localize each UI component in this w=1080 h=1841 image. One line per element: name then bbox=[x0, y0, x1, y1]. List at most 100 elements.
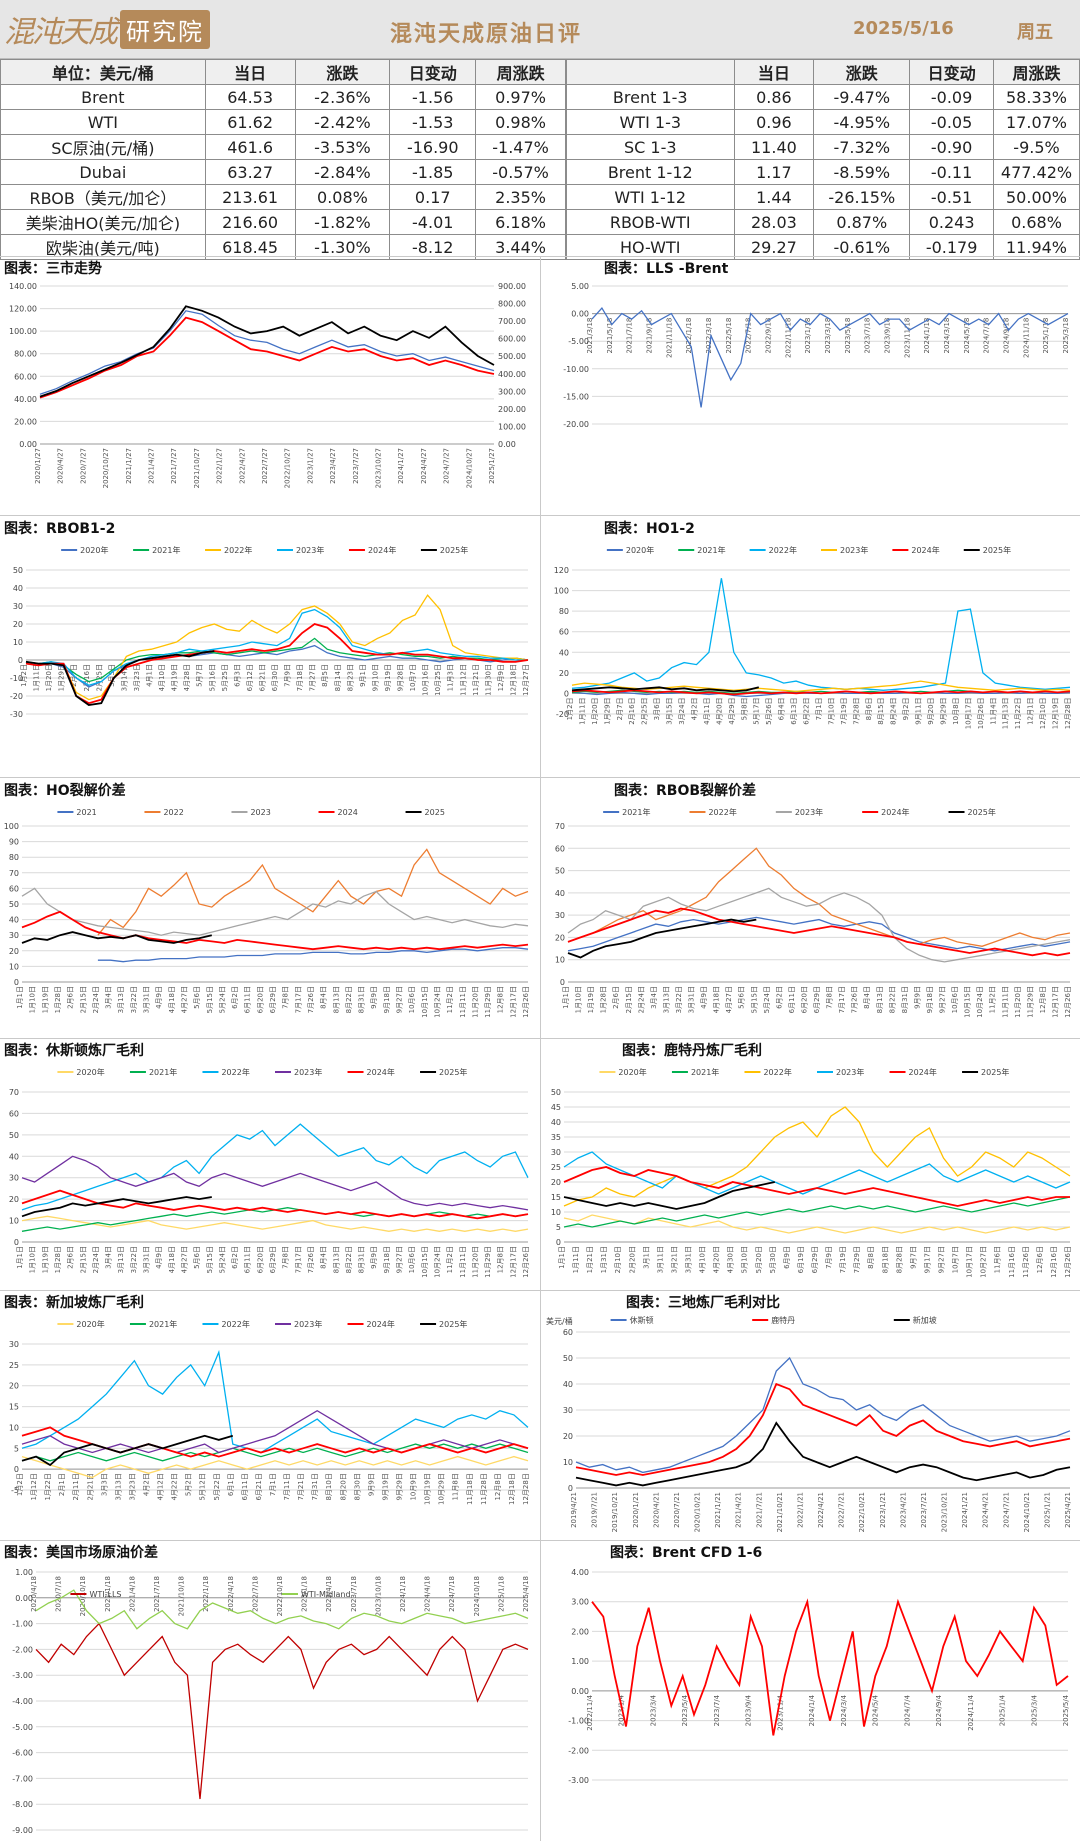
x-tick-label: 6月29日 bbox=[813, 986, 821, 1013]
y-tick-label: 40 bbox=[9, 916, 19, 925]
x-tick-label: 2024/1/4 bbox=[808, 1694, 816, 1726]
y2-tick-label: 0.00 bbox=[498, 440, 516, 449]
x-tick-label: 1月2日 bbox=[16, 1473, 24, 1496]
x-tick-label: 2021/10/27 bbox=[193, 448, 201, 488]
x-tick-label: 2022/7/18 bbox=[745, 318, 753, 354]
x-tick-label: 2月20日 bbox=[628, 1246, 636, 1273]
table-cell: RBOB（美元/加仑） bbox=[0, 184, 206, 210]
x-tick-label: 8月10日 bbox=[325, 1473, 333, 1500]
legend-label: 2021年 bbox=[622, 807, 650, 817]
x-tick-label: 11月22日 bbox=[1014, 697, 1022, 729]
table-cell: Brent 1-12 bbox=[566, 159, 735, 185]
x-tick-label: 5月17日 bbox=[753, 697, 761, 724]
x-tick-label: 9月9日 bbox=[367, 1473, 375, 1496]
x-tick-label: 11月21日 bbox=[472, 664, 480, 696]
x-tick-label: 2024/9/18 bbox=[1003, 318, 1011, 354]
y-tick-label: 5 bbox=[14, 1444, 19, 1453]
y-tick-label: -10.00 bbox=[563, 365, 589, 374]
x-tick-label: 1月28日 bbox=[54, 1246, 62, 1273]
x-tick-label: 9月9日 bbox=[913, 986, 921, 1009]
x-tick-label: 5月12日 bbox=[199, 1473, 207, 1500]
series-line bbox=[21, 1155, 529, 1211]
x-tick-label: 10月24日 bbox=[433, 1246, 441, 1278]
x-tick-label: 2021/1/27 bbox=[125, 448, 133, 484]
x-tick-label: 2020/10/18 bbox=[79, 1576, 87, 1616]
y-tick-label: 3.00 bbox=[571, 1598, 589, 1607]
x-tick-label: 9月20日 bbox=[927, 697, 935, 724]
chart-title-ho-crack: 图表：HO裂解价差 bbox=[4, 783, 126, 799]
series-line bbox=[97, 947, 529, 963]
y-tick-label: -2.00 bbox=[12, 1645, 33, 1654]
x-tick-label: 7月19日 bbox=[839, 1246, 847, 1273]
x-tick-label: 2023/3/18 bbox=[824, 318, 832, 354]
y-tick-label: 90 bbox=[9, 838, 19, 847]
x-tick-label: 8月13日 bbox=[332, 1246, 340, 1273]
x-tick-label: 10月15日 bbox=[964, 986, 972, 1018]
table-cell: 11.40 bbox=[733, 134, 815, 160]
x-tick-label: 5月30日 bbox=[769, 1246, 777, 1273]
y-tick-label: 0 bbox=[14, 1465, 19, 1474]
x-tick-label: 3月13日 bbox=[662, 986, 670, 1013]
x-tick-label: 2025/3/18 bbox=[1062, 318, 1070, 354]
x-tick-label: 8月15日 bbox=[877, 697, 885, 724]
x-tick-label: 2024/10/27 bbox=[465, 448, 473, 488]
x-tick-label: 2023/10/27 bbox=[375, 448, 383, 488]
table-header-cell: 涨跌 bbox=[294, 59, 391, 85]
x-tick-label: 3月31日 bbox=[685, 1246, 693, 1273]
table-cell: 2.35% bbox=[475, 184, 566, 210]
table-cell: SC原油(元/桶) bbox=[0, 134, 206, 160]
legend-label: 2025年 bbox=[968, 807, 996, 817]
x-tick-label: 7月10日 bbox=[827, 697, 835, 724]
x-tick-label: 6月3日 bbox=[233, 664, 241, 687]
y-tick-label: 50 bbox=[563, 1354, 573, 1363]
x-tick-label: 8月22日 bbox=[345, 986, 353, 1013]
x-tick-label: 2023/4/18 bbox=[325, 1576, 333, 1612]
series-line bbox=[21, 1455, 529, 1479]
x-tick-label: 9月18日 bbox=[383, 1246, 391, 1273]
x-tick-label: 2023/9/4 bbox=[745, 1694, 753, 1726]
x-tick-label: 2021/1/21 bbox=[714, 1492, 722, 1528]
x-tick-label: 11月11日 bbox=[459, 1246, 467, 1278]
y-tick-label: 20.00 bbox=[14, 417, 37, 426]
legend-label: 2025年 bbox=[439, 1319, 467, 1329]
x-tick-label: 1月2日 bbox=[566, 697, 574, 720]
chart-singapore-margin: -5 0 5 10 15 20 25 30 1月2日 1月12日 1月22日 2月1日 2月11日 2月2… bbox=[9, 1319, 530, 1505]
x-tick-label: 9月19日 bbox=[384, 664, 392, 691]
y-tick-label: 50 bbox=[9, 900, 19, 909]
x-tick-label: 2020/1/27 bbox=[34, 448, 42, 484]
x-tick-label: 12月19日 bbox=[1052, 697, 1060, 729]
x-tick-label: 2025/5/4 bbox=[1062, 1694, 1070, 1726]
legend-label: 休斯顿 bbox=[630, 1315, 654, 1325]
x-tick-label: 6月22日 bbox=[803, 697, 811, 724]
y-tick-label: 10 bbox=[555, 956, 565, 965]
x-tick-label: 2021/4/27 bbox=[148, 448, 156, 484]
table-cell: -9.5% bbox=[993, 134, 1080, 160]
series-line bbox=[35, 1589, 529, 1630]
x-tick-label: 12月26日 bbox=[522, 986, 530, 1018]
x-tick-label: 8月24日 bbox=[890, 697, 898, 724]
y-tick-label: 10 bbox=[13, 638, 23, 647]
chart-title-us-spreads: 图表：美国市场原油价差 bbox=[4, 1545, 158, 1561]
chart-lls-brent: -20.00 -15.00 -10.00 -5.00 0.00 5.00 2021/3/18… bbox=[563, 282, 1070, 429]
table-cell: -7.32% bbox=[813, 134, 911, 160]
x-tick-label: 1月1日 bbox=[562, 986, 570, 1009]
table-cell: 0.08% bbox=[294, 184, 391, 210]
x-tick-label: 11月2日 bbox=[989, 986, 997, 1013]
x-tick-label: 11月20日 bbox=[471, 986, 479, 1018]
x-tick-label: 12月17日 bbox=[509, 1246, 517, 1278]
y-tick-label: 60 bbox=[9, 1109, 19, 1118]
series-line bbox=[563, 1196, 1071, 1228]
x-tick-label: 3月5日 bbox=[108, 664, 116, 687]
legend-label: 2022年 bbox=[763, 1067, 791, 1077]
x-tick-label: 1月19日 bbox=[587, 986, 595, 1013]
x-tick-label: 2021/7/21 bbox=[755, 1492, 763, 1528]
table-cell: 17.07% bbox=[993, 109, 1080, 135]
x-tick-label: 12月10日 bbox=[1039, 697, 1047, 729]
table-row: 欧柴油(美元/吨) 618.45 -1.30% -8.12 3.44% bbox=[0, 234, 566, 260]
x-tick-label: 2025/4/21 bbox=[1064, 1492, 1072, 1528]
x-tick-label: 2022/4/18 bbox=[227, 1576, 235, 1612]
table-cell: RBOB-WTI bbox=[566, 209, 735, 235]
y-tick-label: 30 bbox=[551, 1148, 561, 1157]
x-tick-label: 7月19日 bbox=[840, 697, 848, 724]
y-tick-label: 0.00 bbox=[571, 310, 589, 319]
